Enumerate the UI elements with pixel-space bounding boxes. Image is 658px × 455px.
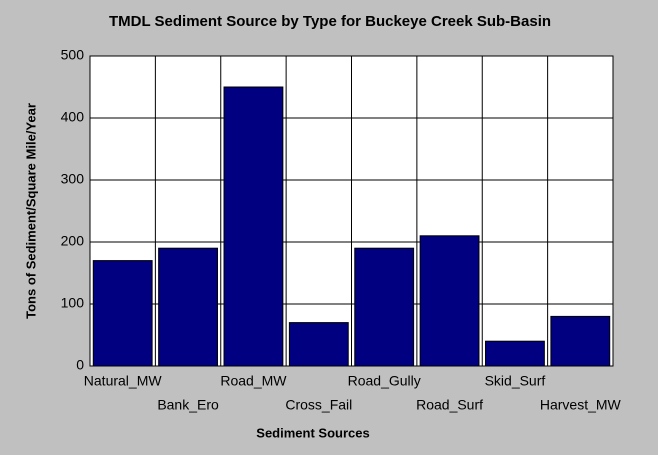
y-tick-label: 100 [61,295,85,311]
x-tick-label: Cross_Fail [285,397,352,413]
chart-title: TMDL Sediment Source by Type for Buckeye… [109,13,551,30]
x-tick-label: Bank_Ero [157,397,219,413]
x-tick-label: Skid_Surf [485,373,546,389]
y-tick-label: 400 [61,109,85,125]
bar [419,235,480,367]
bar [288,322,349,367]
bar [158,247,218,367]
bar [485,340,545,367]
x-tick-label: Road_MW [220,373,287,389]
y-tick-label: 0 [76,357,84,373]
y-tick-label: 200 [61,233,85,249]
x-tick-label: Natural_MW [84,373,163,389]
y-tick-label: 500 [61,47,85,63]
x-axis-title: Sediment Sources [256,425,369,440]
bar [92,260,153,367]
y-tick-label: 300 [61,171,85,187]
x-tick-label: Harvest_MW [540,397,622,413]
plot-border [89,55,614,367]
bar [223,86,284,367]
x-tick-label: Road_Surf [416,397,483,413]
x-tick-label: Road_Gully [348,373,421,389]
bar [354,247,415,367]
y-axis-title: Tons of Sediment/Square Mile/Year [23,103,38,319]
bar [550,315,611,367]
